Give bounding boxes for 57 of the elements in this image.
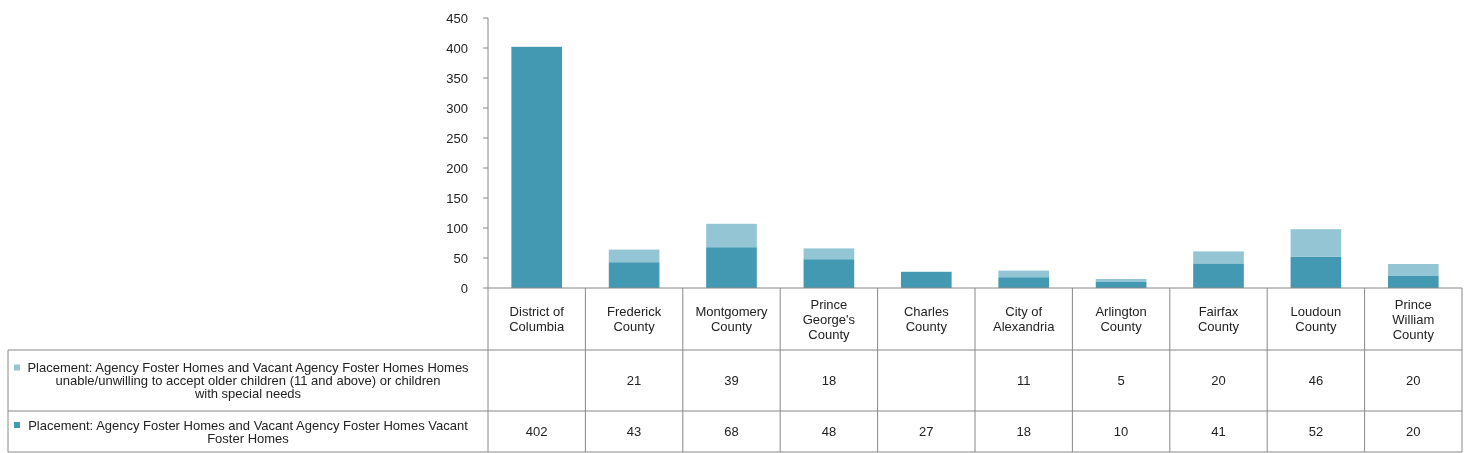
x-tick-label: Prince William County	[1392, 296, 1435, 342]
x-tick-label: Frederick County	[607, 304, 662, 335]
y-tick-label: 150	[446, 190, 468, 206]
bar	[803, 248, 855, 260]
data-label: 21	[626, 373, 642, 389]
bar	[998, 270, 1050, 278]
x-tick-label: City of Alexandria	[992, 304, 1056, 335]
y-tick-label: 50	[453, 250, 468, 266]
legend-label: Placement: Agency Foster Homes and Vacant Agency Foster Homes Vacant Foster Homes	[28, 417, 469, 446]
data-label: 402	[525, 424, 548, 440]
data-label: 43	[626, 424, 642, 440]
data-label: 48	[821, 424, 837, 440]
y-tick-label: 450	[446, 10, 468, 26]
data-label: 20	[1406, 424, 1421, 440]
y-tick-label: 250	[446, 130, 468, 146]
y-tick-label: 100	[446, 220, 468, 236]
data-label: 5	[1117, 373, 1125, 389]
bar	[608, 249, 660, 263]
bar	[1387, 264, 1439, 276]
bar	[1095, 279, 1147, 282]
bar	[1193, 251, 1244, 264]
data-label: 46	[1308, 373, 1324, 389]
data-label: 18	[821, 373, 837, 389]
data-label: 68	[724, 424, 739, 440]
data-label: 10	[1113, 424, 1129, 440]
data-label: 41	[1211, 424, 1226, 440]
y-tick-label: 300	[446, 100, 468, 116]
data-label: 20	[1211, 373, 1226, 389]
x-tick-label: Loudoun County	[1290, 304, 1342, 335]
data-label: 52	[1308, 424, 1324, 440]
bar	[803, 259, 855, 288]
y-tick-label: 0	[460, 280, 468, 296]
x-tick-label: District of Columbia	[509, 304, 565, 335]
bar	[1290, 229, 1342, 257]
y-tick-label: 200	[446, 160, 468, 176]
legend-label: Placement: Agency Foster Homes and Vacant Agency Foster Homes Homes unable/unwilling to accept older children (11 and above) or children with special needs	[27, 360, 470, 402]
x-tick-label: Arlington County	[1095, 304, 1147, 335]
y-tick-label: 400	[446, 40, 468, 56]
data-label: 20	[1406, 373, 1421, 389]
bar	[900, 271, 952, 288]
x-tick-label: Montgomery County	[695, 304, 769, 335]
x-tick-label: Fairfax County	[1197, 304, 1240, 335]
data-label: 39	[724, 373, 739, 389]
bar	[608, 262, 660, 288]
bar	[511, 46, 563, 288]
bar	[706, 223, 757, 248]
bar	[1193, 263, 1244, 288]
data-label: 11	[1016, 373, 1031, 389]
data-label: 27	[919, 424, 934, 440]
bar	[1290, 256, 1342, 288]
bar	[706, 247, 757, 288]
x-tick-label: Charles County	[903, 304, 950, 335]
bar	[998, 277, 1050, 288]
y-tick-label: 350	[446, 70, 468, 86]
bar	[1387, 276, 1439, 288]
x-tick-label: Prince George's County	[802, 296, 856, 342]
data-label: 18	[1016, 424, 1031, 440]
